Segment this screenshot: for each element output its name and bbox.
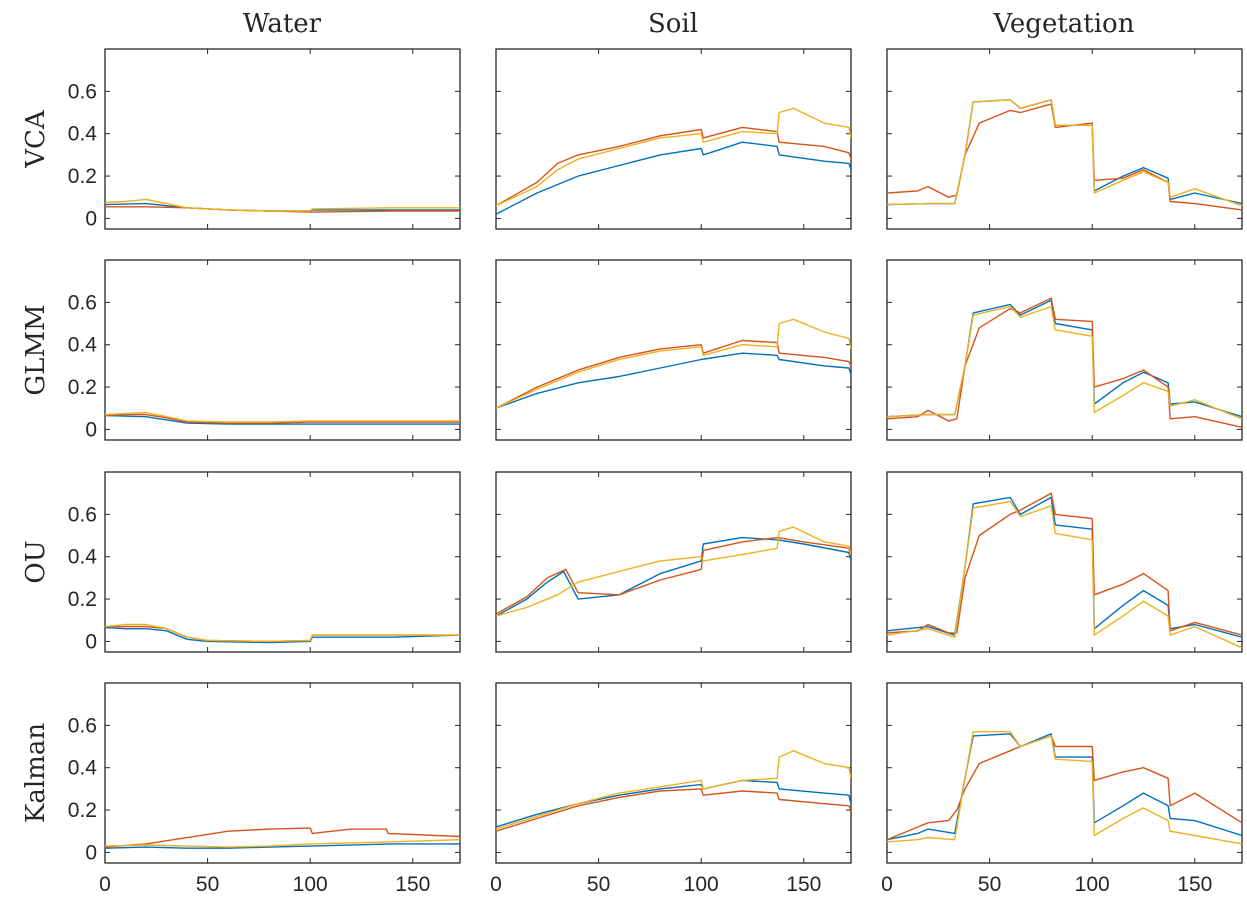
series-line-3	[887, 731, 1242, 845]
panel-glmm-vegetation-axes	[886, 259, 1243, 441]
panel-kalman-water-series-group	[105, 827, 460, 849]
column-title-vegetation: Vegetation	[993, 9, 1135, 39]
series-line-2	[105, 827, 460, 848]
y-tick-label: 0.2	[68, 376, 97, 399]
panel-vca-soil	[495, 48, 852, 230]
x-tick-label: 150	[1177, 873, 1212, 896]
y-tick-label: 0	[85, 630, 97, 653]
x-tick-label: 100	[1075, 873, 1110, 896]
panel-kalman-soil: 0 50 100 150	[490, 682, 852, 896]
series-line-3	[105, 198, 460, 212]
panel-kalman-vegetation-series-group	[887, 731, 1242, 845]
series-line-2	[496, 788, 851, 832]
panel-glmm-water-axes	[104, 259, 461, 441]
series-line-3	[887, 99, 1242, 207]
y-tick-label: 0.4	[68, 757, 98, 780]
panel-vca-water: 0 0.2 0.4 0.6	[68, 48, 461, 230]
x-tick-label: 150	[395, 873, 430, 896]
y-tick-label: 0.2	[68, 165, 97, 188]
x-tick-label: 0	[99, 873, 111, 896]
panel-ou-soil-axes	[495, 471, 852, 653]
y-tick-label: 0.4	[68, 123, 98, 146]
series-line-3	[496, 526, 851, 617]
panel-ou-vegetation	[886, 471, 1243, 653]
panel-glmm-water: 0 0.2 0.4 0.6	[68, 259, 461, 441]
series-line-2	[496, 536, 851, 615]
panel-glmm-water-series-group	[105, 411, 460, 425]
y-tick-label: 0.4	[68, 546, 98, 569]
panel-kalman-soil-series-group	[496, 750, 851, 832]
panel-kalman-vegetation: 0 50 100 150	[881, 682, 1243, 896]
series-line-2	[887, 492, 1242, 636]
y-tick-label: 0.6	[68, 503, 97, 526]
panel-ou-soil-series-group	[496, 526, 851, 617]
y-tick-label: 0.4	[68, 334, 98, 357]
y-tick-label: 0.2	[68, 588, 97, 611]
x-tick-label: 150	[786, 873, 821, 896]
panel-glmm-soil	[495, 259, 852, 441]
panel-vca-vegetation	[886, 48, 1243, 230]
panel-vca-soil-axes	[495, 48, 852, 230]
x-tick-label: 0	[490, 873, 502, 896]
panel-vca-water-axes	[104, 48, 461, 230]
panel-vca-water-series-group	[105, 198, 460, 213]
panel-glmm-vegetation-series-group	[887, 297, 1242, 428]
series-line-1	[105, 414, 460, 425]
panel-ou-water-series-group	[105, 623, 460, 644]
series-line-3	[105, 839, 460, 848]
x-tick-label: 50	[587, 873, 610, 896]
series-line-2	[105, 413, 460, 424]
series-line-3	[105, 623, 460, 643]
column-title-water: Water	[243, 9, 322, 39]
panel-ou-water-axes	[104, 471, 461, 653]
series-line-1	[105, 843, 460, 849]
x-tick-label: 100	[293, 873, 328, 896]
panel-vca-vegetation-axes	[886, 48, 1243, 230]
panel-kalman-water: 0 50 100 150 0 0.2 0.4 0.6	[68, 682, 461, 896]
series-line-1	[496, 141, 851, 215]
series-line-2	[887, 297, 1242, 428]
y-tick-label: 0	[85, 207, 97, 230]
series-line-3	[887, 305, 1242, 420]
panel-glmm-soil-series-group	[496, 318, 851, 409]
panel-glmm-vegetation	[886, 259, 1243, 441]
series-line-3	[496, 750, 851, 830]
y-tick-label: 0.6	[68, 80, 97, 103]
series-line-2	[496, 126, 851, 207]
panel-ou-soil	[495, 471, 852, 653]
row-label-vca: VCA	[21, 109, 51, 169]
panel-vca-soil-series-group	[496, 107, 851, 215]
panel-vca-vegetation-series-group	[887, 99, 1242, 211]
y-tick-label: 0.6	[68, 714, 97, 737]
panel-ou-water: 0 0.2 0.4 0.6	[68, 471, 461, 653]
column-title-soil: Soil	[648, 9, 698, 39]
series-line-1	[496, 352, 851, 409]
x-tick-label: 0	[881, 873, 893, 896]
y-tick-label: 0.6	[68, 291, 97, 314]
series-line-3	[496, 107, 851, 207]
x-tick-label: 50	[196, 873, 219, 896]
row-label-glmm: GLMM	[21, 304, 51, 395]
series-line-3	[887, 500, 1242, 649]
panel-kalman-vegetation-axes	[886, 682, 1243, 864]
panel-kalman-soil-axes	[495, 682, 852, 864]
y-tick-label: 0.2	[68, 799, 97, 822]
panel-kalman-water-axes	[104, 682, 461, 864]
y-tick-label: 0	[85, 418, 97, 441]
row-label-ou: OU	[21, 540, 51, 583]
series-line-3	[105, 411, 460, 423]
series-line-3	[496, 318, 851, 409]
y-tick-label: 0	[85, 841, 97, 864]
x-tick-label: 50	[978, 873, 1001, 896]
panel-ou-vegetation-series-group	[887, 492, 1242, 649]
series-line-1	[105, 626, 460, 644]
row-label-kalman: Kalman	[21, 723, 51, 823]
panel-ou-vegetation-axes	[886, 471, 1243, 653]
series-line-1	[496, 536, 851, 617]
x-tick-label: 100	[684, 873, 719, 896]
panel-grid: 00.20.40.600.20.40.600.20.40.60 50 100 1500…	[68, 48, 1243, 896]
